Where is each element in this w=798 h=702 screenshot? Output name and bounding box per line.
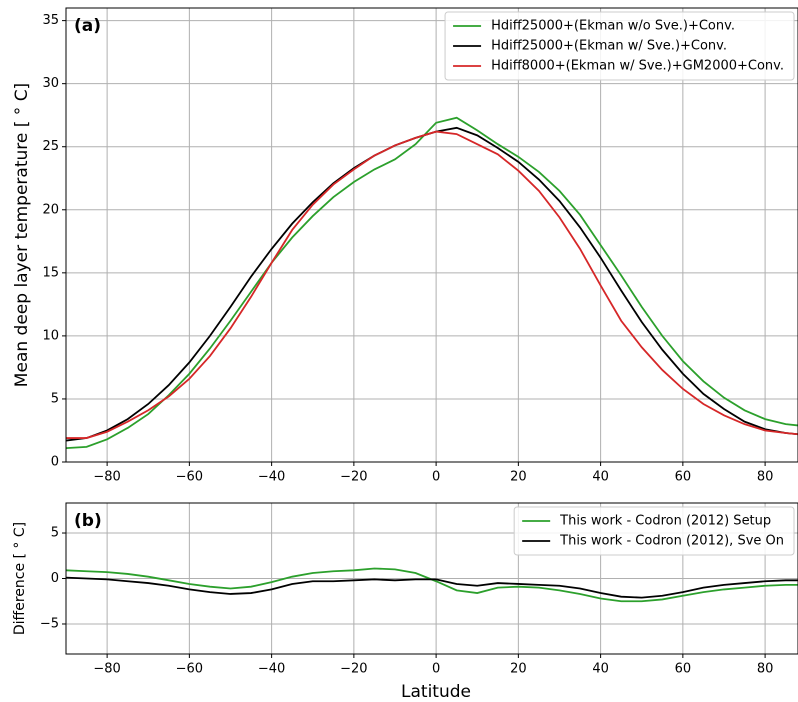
- panel-label: (b): [74, 511, 102, 531]
- y-tick-label: 25: [42, 139, 59, 154]
- x-tick-label: 40: [592, 662, 609, 677]
- y-tick-label: 35: [42, 13, 59, 28]
- legend-label: Hdiff25000+(Ekman w/o Sve.)+Conv.: [491, 19, 735, 34]
- plot-area: [66, 116, 798, 450]
- x-axis-label: Latitude: [401, 682, 471, 702]
- data-line: [66, 567, 798, 603]
- x-tick-label: 40: [592, 470, 609, 485]
- x-tick-label: −60: [176, 662, 203, 677]
- y-tick-label: −5: [40, 616, 59, 631]
- x-tick-label: 20: [510, 662, 527, 677]
- y-axis-label: Mean deep layer temperature [ ° C]: [12, 83, 32, 387]
- legend: Hdiff25000+(Ekman w/o Sve.)+Conv. Hdiff25…: [444, 11, 795, 81]
- x-tick-label: −60: [176, 470, 203, 485]
- x-tick-label: −80: [93, 470, 120, 485]
- x-tick-label: 80: [757, 662, 774, 677]
- y-tick-label: 0: [51, 455, 59, 470]
- y-tick-label: 5: [51, 526, 59, 541]
- axes-frame: [65, 7, 798, 463]
- data-line: [66, 130, 798, 439]
- x-tick-label: 80: [757, 470, 774, 485]
- y-axis-label: Difference [ ° C]: [12, 522, 28, 635]
- legend-box: [513, 506, 795, 556]
- y-tick-label: 10: [42, 328, 59, 343]
- legend-label: Hdiff8000+(Ekman w/ Sve.)+GM2000+Conv.: [491, 59, 784, 74]
- legend-label: This work - Codron (2012) Setup: [559, 514, 771, 529]
- y-tick-label: 20: [42, 202, 59, 217]
- legend-box: [444, 11, 795, 81]
- x-tick-label: 20: [510, 470, 527, 485]
- legend-label: Hdiff25000+(Ekman w/ Sve.)+Conv.: [491, 39, 727, 54]
- legend-label: This work - Codron (2012), Sve On: [559, 534, 784, 549]
- axes-frame: [65, 502, 798, 655]
- x-tick-label: 0: [432, 470, 440, 485]
- legend: This work - Codron (2012) Setup This work…: [513, 506, 795, 556]
- panel-label: (a): [74, 16, 101, 36]
- data-line: [66, 576, 798, 599]
- x-tick-label: −80: [93, 662, 120, 677]
- x-tick-label: −40: [258, 662, 285, 677]
- y-tick-label: 0: [51, 571, 59, 586]
- x-tick-label: −20: [340, 470, 367, 485]
- plot-area: [66, 567, 798, 603]
- x-tick-label: 60: [675, 662, 692, 677]
- data-line: [66, 116, 798, 450]
- x-tick-label: 0: [432, 662, 440, 677]
- x-tick-label: 60: [675, 470, 692, 485]
- y-tick-label: 15: [42, 265, 59, 280]
- x-tick-label: −40: [258, 470, 285, 485]
- y-tick-label: 30: [42, 76, 59, 91]
- y-tick-label: 5: [51, 391, 59, 406]
- x-tick-label: −20: [340, 662, 367, 677]
